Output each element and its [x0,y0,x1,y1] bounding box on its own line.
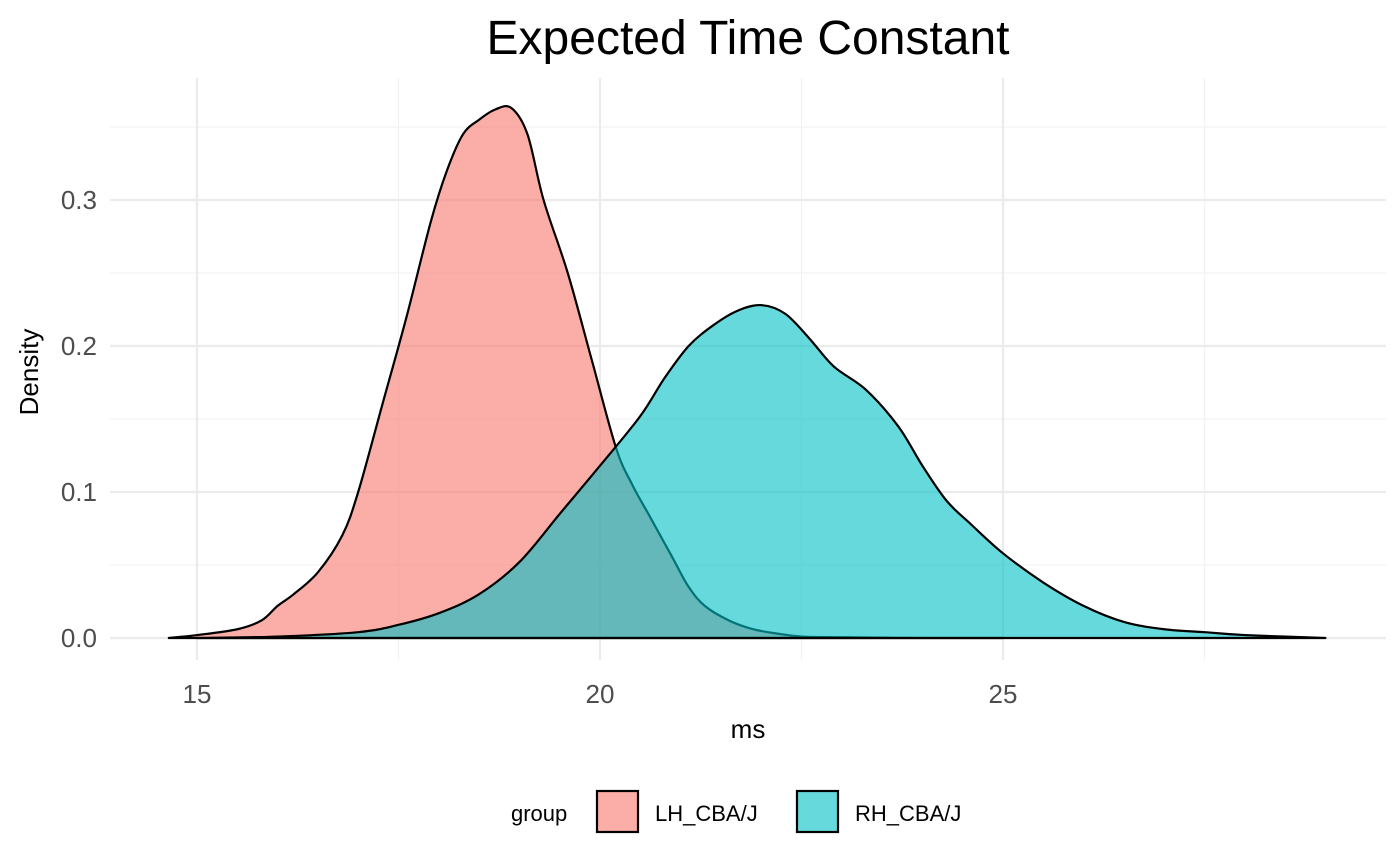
x-axis-title: ms [731,714,766,744]
x-tick-label: 20 [586,679,615,709]
legend: group LH_CBA/J RH_CBA/J [511,789,961,834]
chart-title: Expected Time Constant [487,12,1010,65]
y-tick-label: 0.1 [61,477,97,507]
x-tick-label: 25 [989,679,1018,709]
x-axis-ticks: 15 20 25 [183,679,1018,709]
legend-key-rh [795,789,840,834]
y-axis-title: Density [14,329,44,416]
y-tick-label: 0.0 [61,623,97,653]
density-area-rh [195,303,1327,640]
density-areas [167,105,1327,640]
legend-item-rh: RH_CBA/J [795,789,961,834]
y-tick-label: 0.3 [61,185,97,215]
legend-item-lh: LH_CBA/J [595,789,758,834]
y-tick-label: 0.2 [61,331,97,361]
legend-label-lh: LH_CBA/J [655,801,758,826]
legend-label-rh: RH_CBA/J [855,801,961,826]
y-axis-ticks: 0.0 0.1 0.2 0.3 [61,185,97,653]
x-tick-label: 15 [183,679,212,709]
legend-key-lh [595,789,640,834]
legend-title: group [511,801,567,826]
